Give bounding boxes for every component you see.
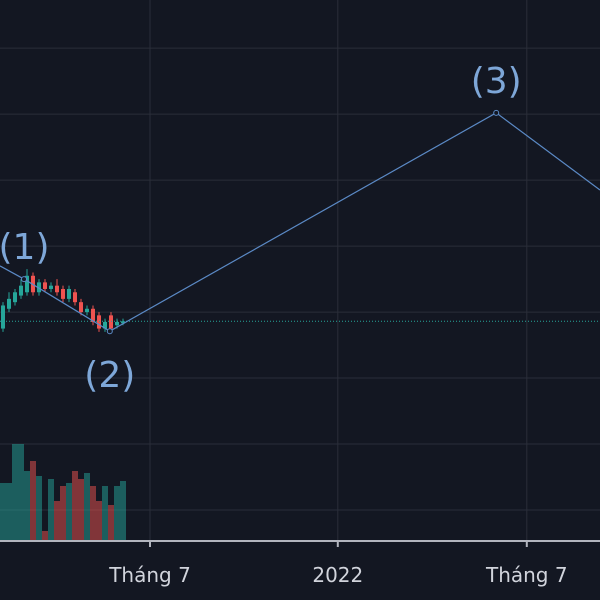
wave-point: [106, 328, 113, 335]
candle-body: [97, 315, 101, 329]
volume-bar: [36, 476, 42, 541]
candle-body: [61, 288, 65, 299]
candle-body: [7, 298, 11, 309]
candle-body: [49, 285, 53, 289]
volume-bar: [114, 486, 120, 541]
volume-bar: [48, 479, 54, 541]
volume-bar: [12, 444, 18, 541]
candle-body: [79, 302, 83, 313]
candle-body: [115, 321, 119, 326]
candle-body: [25, 275, 29, 293]
volume-bar: [54, 501, 60, 541]
volume-bar: [66, 483, 72, 541]
wave-point: [21, 276, 27, 283]
candle-body: [1, 305, 5, 329]
candle-body: [121, 321, 125, 324]
volume-bar: [78, 479, 84, 541]
candle-body: [67, 288, 71, 299]
candle-body: [55, 285, 59, 293]
volume-bar: [30, 461, 36, 541]
x-tick-label: 2022: [312, 563, 363, 587]
volume-bar: [108, 505, 114, 541]
wave-label: (1): [0, 227, 50, 268]
candle-body: [91, 308, 95, 322]
volume-bar: [24, 471, 30, 541]
volume-bar: [6, 483, 12, 541]
volume-bar: [84, 473, 90, 541]
volume-bar: [90, 486, 96, 541]
candle-body: [85, 308, 89, 313]
volume-bar: [60, 486, 66, 541]
candle-body: [37, 282, 41, 293]
candle-body: [43, 282, 47, 289]
wave-label: (2): [84, 355, 135, 396]
volume-bar: [42, 531, 48, 541]
volume-bar: [102, 486, 108, 541]
volume-bar: [0, 483, 6, 541]
x-tick-label: Tháng 7: [485, 563, 568, 587]
volume-bar: [96, 501, 102, 541]
wave-point: [493, 109, 500, 116]
wave-label: (3): [471, 61, 522, 102]
candle-body: [19, 285, 23, 296]
volume-bar: [72, 471, 78, 541]
x-tick-label: Tháng 7: [108, 563, 191, 587]
candle-body: [73, 292, 77, 303]
volume-bar: [120, 481, 126, 541]
candle-body: [103, 321, 107, 329]
volume-bar: [18, 444, 24, 541]
candle-body: [13, 292, 17, 303]
candle-body: [109, 315, 113, 329]
